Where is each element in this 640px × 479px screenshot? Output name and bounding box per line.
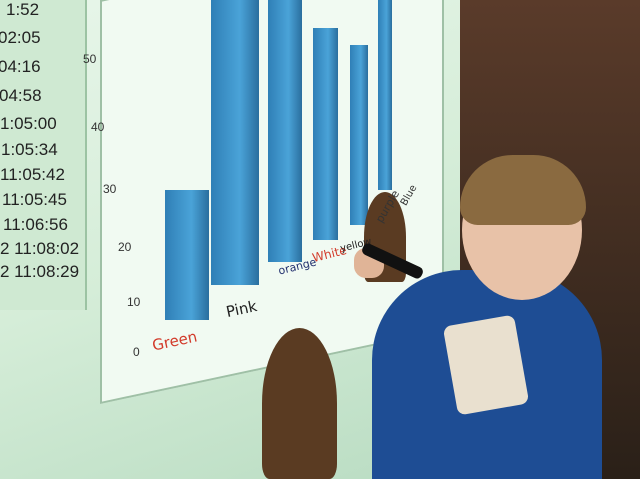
bar-white	[313, 28, 338, 240]
timestamp: 02:05	[0, 28, 41, 47]
axis-tick: 20	[118, 240, 132, 254]
timestamp: 11:05:42	[0, 165, 65, 184]
axis-tick: 0	[133, 345, 140, 359]
timestamp: 1:05:34	[1, 140, 58, 159]
timestamp: 11:06:56	[3, 215, 68, 234]
axis-tick: 10	[127, 295, 141, 309]
bar-orange	[268, 0, 302, 262]
axis-tick: 50	[83, 52, 97, 66]
interactive-whiteboard: 1:52 02:05 04:16 04:58 1:05:00 1:05:34 1…	[0, 0, 470, 479]
axis-tick: 30	[103, 182, 117, 196]
timestamp: 04:16	[0, 57, 41, 76]
bar-yellow	[350, 45, 368, 225]
timestamp: 2 11:08:02	[0, 239, 80, 258]
timestamp: 1:05:00	[0, 114, 57, 133]
axis-tick: 40	[91, 120, 105, 134]
spreadsheet-timestamp-column: 1:52 02:05 04:16 04:58 1:05:00 1:05:34 1…	[0, 0, 87, 310]
timestamp: 11:05:45	[2, 190, 67, 209]
child-hair	[460, 155, 586, 225]
bar-purple	[378, 0, 392, 190]
timestamp: 2 11:08:29	[0, 262, 80, 281]
timestamp: 1:52	[6, 0, 40, 19]
shirt-badge	[442, 314, 530, 416]
bar-green	[165, 190, 209, 320]
timestamp: 04:58	[0, 86, 42, 105]
bar-pink	[211, 0, 259, 285]
shadow	[262, 328, 337, 479]
